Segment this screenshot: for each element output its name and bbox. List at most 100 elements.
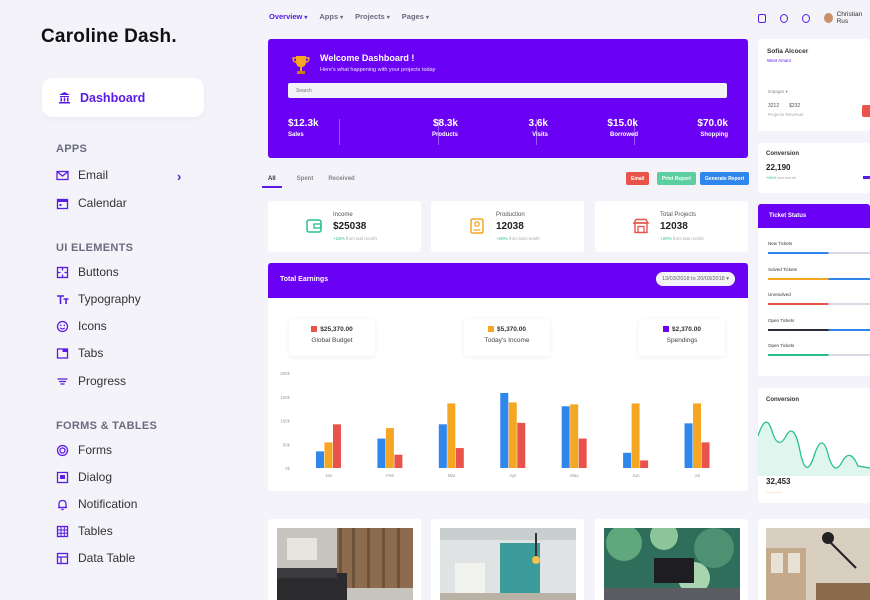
sidebar-item-icons[interactable]: Icons — [56, 317, 107, 335]
chart-bar[interactable] — [508, 402, 517, 468]
legend-todays-income: $5,370.00 Today's Income — [464, 319, 550, 356]
sidebar-item-tables[interactable]: Tables — [56, 522, 113, 540]
sidebar-item-label: Forms — [78, 443, 112, 457]
avatar[interactable] — [824, 13, 833, 23]
sidebar-item-label: Dialog — [78, 470, 113, 484]
card-title: Production — [496, 212, 525, 218]
chart-bar[interactable] — [377, 438, 386, 468]
tab-all[interactable]: All — [262, 176, 282, 188]
tab-spent[interactable]: Spent — [296, 176, 314, 182]
earnings-header: Total Earnings 13/03/2018 to 20/03/2018 … — [268, 263, 748, 298]
ticket-label: Open Tickets — [768, 317, 795, 323]
calendar-icon[interactable] — [758, 13, 766, 23]
topnav-overview[interactable]: Overview ▾ — [269, 12, 307, 21]
topnav-projects[interactable]: Projects ▾ — [355, 12, 390, 21]
conversion-area-chart — [758, 421, 870, 476]
stat-label: Borrowed — [609, 132, 638, 138]
chart-bar[interactable] — [570, 404, 579, 468]
stat-value: $8.3k — [432, 118, 458, 129]
chart-bar[interactable] — [701, 442, 710, 468]
photo-card[interactable] — [595, 519, 748, 600]
caret-down-icon: ▾ — [304, 15, 308, 21]
chart-bar[interactable] — [517, 422, 526, 468]
earnings-title: Total Earnings — [280, 276, 329, 283]
chart-bar[interactable] — [394, 454, 403, 468]
sidebar-item-tabs[interactable]: Tabs — [56, 344, 103, 362]
sidebar-item-label: Dashboard — [80, 90, 146, 105]
legend-swatch — [663, 326, 670, 332]
chart-bar[interactable] — [455, 448, 464, 468]
legend-swatch — [311, 326, 318, 332]
check-circle-icon[interactable] — [780, 13, 788, 23]
photo-card[interactable] — [758, 519, 870, 600]
sidebar-item-label: Data Table — [78, 551, 136, 565]
chart-bar[interactable] — [315, 451, 324, 468]
profile-action-button[interactable] — [862, 105, 870, 117]
stat-shopping: $70.0k Shopping — [656, 118, 728, 138]
card-subtext: +20% from last month — [496, 236, 540, 241]
chart-bar[interactable] — [640, 460, 649, 468]
ticket-progress-bar — [768, 303, 870, 305]
bank-icon — [59, 92, 70, 104]
chart-bar[interactable] — [447, 403, 456, 468]
bell-icon — [58, 499, 67, 510]
sidebar-item-typography[interactable]: Typography — [56, 290, 141, 308]
sidebar-item-notification[interactable]: Notification — [56, 495, 137, 513]
data-table-icon — [56, 552, 69, 564]
chart-bar[interactable] — [385, 428, 394, 468]
sidebar-item-dashboard[interactable]: Dashboard — [42, 78, 204, 117]
divider — [634, 119, 635, 145]
x-tick-label: Feb — [386, 473, 394, 478]
sidebar-item-data-table[interactable]: Data Table — [56, 549, 135, 567]
legend-label: Global Budget — [311, 337, 353, 344]
nav-section-ui-elements: UI ELEMENTS — [56, 242, 134, 254]
sidebar-item-email[interactable]: Email — [56, 166, 108, 184]
chart-bar[interactable] — [693, 403, 702, 468]
sidebar-item-dialog[interactable]: Dialog — [56, 468, 112, 486]
stats-row: $12.3k Sales $8.3k Products 3.6k Visits $15… — [288, 118, 728, 138]
table-icon — [56, 525, 69, 537]
settings-icon[interactable] — [802, 13, 810, 23]
chevron-right-icon[interactable]: › — [177, 169, 182, 184]
divider — [438, 119, 439, 145]
card-note: from last month — [345, 236, 377, 241]
y-tick-label: 100k — [280, 419, 291, 424]
date-range-picker[interactable]: 13/03/2018 to 20/03/2018 ▾ — [656, 272, 735, 286]
topnav-apps[interactable]: Apps ▾ — [319, 12, 343, 21]
chart-bar[interactable] — [578, 438, 587, 468]
card-change: +15% — [333, 236, 345, 241]
room-image — [440, 528, 576, 600]
card-value: 12038 — [660, 221, 688, 232]
divider — [339, 119, 340, 145]
sidebar-item-buttons[interactable]: Buttons — [56, 263, 119, 281]
forms-icon — [56, 444, 69, 456]
x-tick-label: Apr — [509, 473, 517, 478]
chart-bar[interactable] — [438, 424, 447, 468]
x-tick-label: Jul — [694, 473, 700, 478]
photo-card[interactable] — [431, 519, 584, 600]
sidebar-item-calendar[interactable]: Calendar — [56, 194, 127, 212]
chart-bar[interactable] — [500, 392, 509, 468]
topnav-pages[interactable]: Pages ▾ — [402, 12, 429, 21]
search-input[interactable] — [296, 87, 676, 94]
chart-bar[interactable] — [324, 442, 333, 468]
photo-card[interactable] — [268, 519, 421, 600]
welcome-subtitle: Here's what happening with your projects… — [320, 67, 436, 73]
profile-note: Projects Revenue — [768, 112, 804, 117]
topnav-label: Apps — [319, 12, 339, 21]
chart-bar[interactable] — [332, 424, 341, 468]
sidebar-item-forms[interactable]: Forms — [56, 441, 112, 459]
chart-bar[interactable] — [561, 406, 570, 468]
chart-bar[interactable] — [684, 423, 693, 468]
card-note: from last month — [672, 236, 704, 241]
generate-report-button[interactable]: Generate Report — [700, 172, 750, 185]
sidebar-item-progress[interactable]: Progress — [56, 372, 126, 390]
profile-select[interactable]: impagar ▾ — [768, 89, 788, 95]
tab-received[interactable]: Received — [328, 176, 355, 182]
print-report-button[interactable]: Print Report — [657, 172, 696, 185]
email-button[interactable]: Email — [626, 172, 650, 185]
legend-value: $5,370.00 — [497, 326, 526, 333]
chart-bar[interactable] — [631, 403, 640, 468]
chart-bar[interactable] — [623, 452, 632, 468]
user-name[interactable]: Christian Rus — [836, 11, 863, 25]
